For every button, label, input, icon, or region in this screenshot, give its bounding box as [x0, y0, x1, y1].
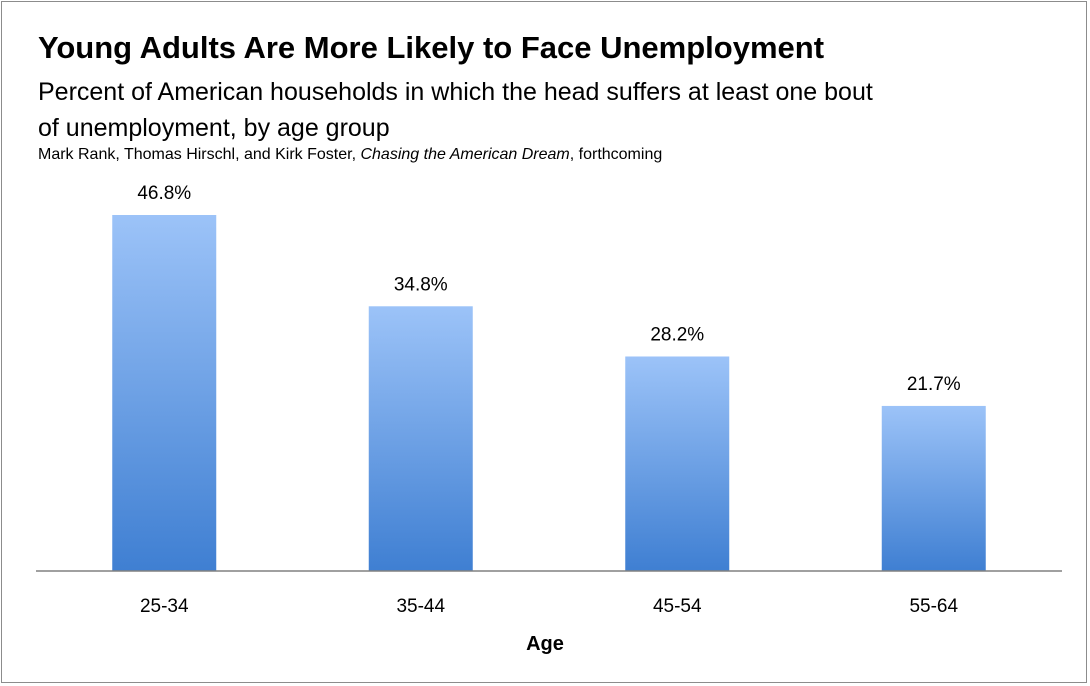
bar-55-64 [881, 405, 986, 571]
data-label-35-44: 34.8% [394, 274, 448, 295]
bar-35-44 [368, 306, 473, 571]
source-status: , forthcoming [569, 146, 663, 163]
data-label-45-54: 28.2% [650, 324, 704, 345]
labels-layer: 46.8% 25-34 34.8% 35-44 28.2% 45-54 21.7% 55-64 [137, 183, 960, 617]
x-tick-label-25-34: 25-34 [140, 596, 189, 617]
x-axis-title: Age [526, 633, 564, 655]
source-book-title: Chasing the American Dream [360, 146, 570, 163]
x-tick-label-55-64: 55-64 [909, 596, 958, 617]
bar-25-34 [112, 215, 217, 571]
bars-layer [112, 215, 986, 571]
chart-source: Mark Rank, Thomas Hirschl, and Kirk Fost… [38, 146, 662, 164]
source-authors: Mark Rank, Thomas Hirschl, and Kirk Fost… [38, 146, 361, 163]
x-tick-label-35-44: 35-44 [396, 596, 445, 617]
chart-title: Young Adults Are More Likely to Face Une… [38, 30, 825, 65]
chart-subtitle: Percent of American households in which … [38, 78, 873, 142]
data-label-25-34: 46.8% [137, 183, 191, 204]
bar-45-54 [625, 356, 730, 571]
x-tick-label-45-54: 45-54 [653, 596, 702, 617]
data-label-55-64: 21.7% [907, 374, 961, 395]
